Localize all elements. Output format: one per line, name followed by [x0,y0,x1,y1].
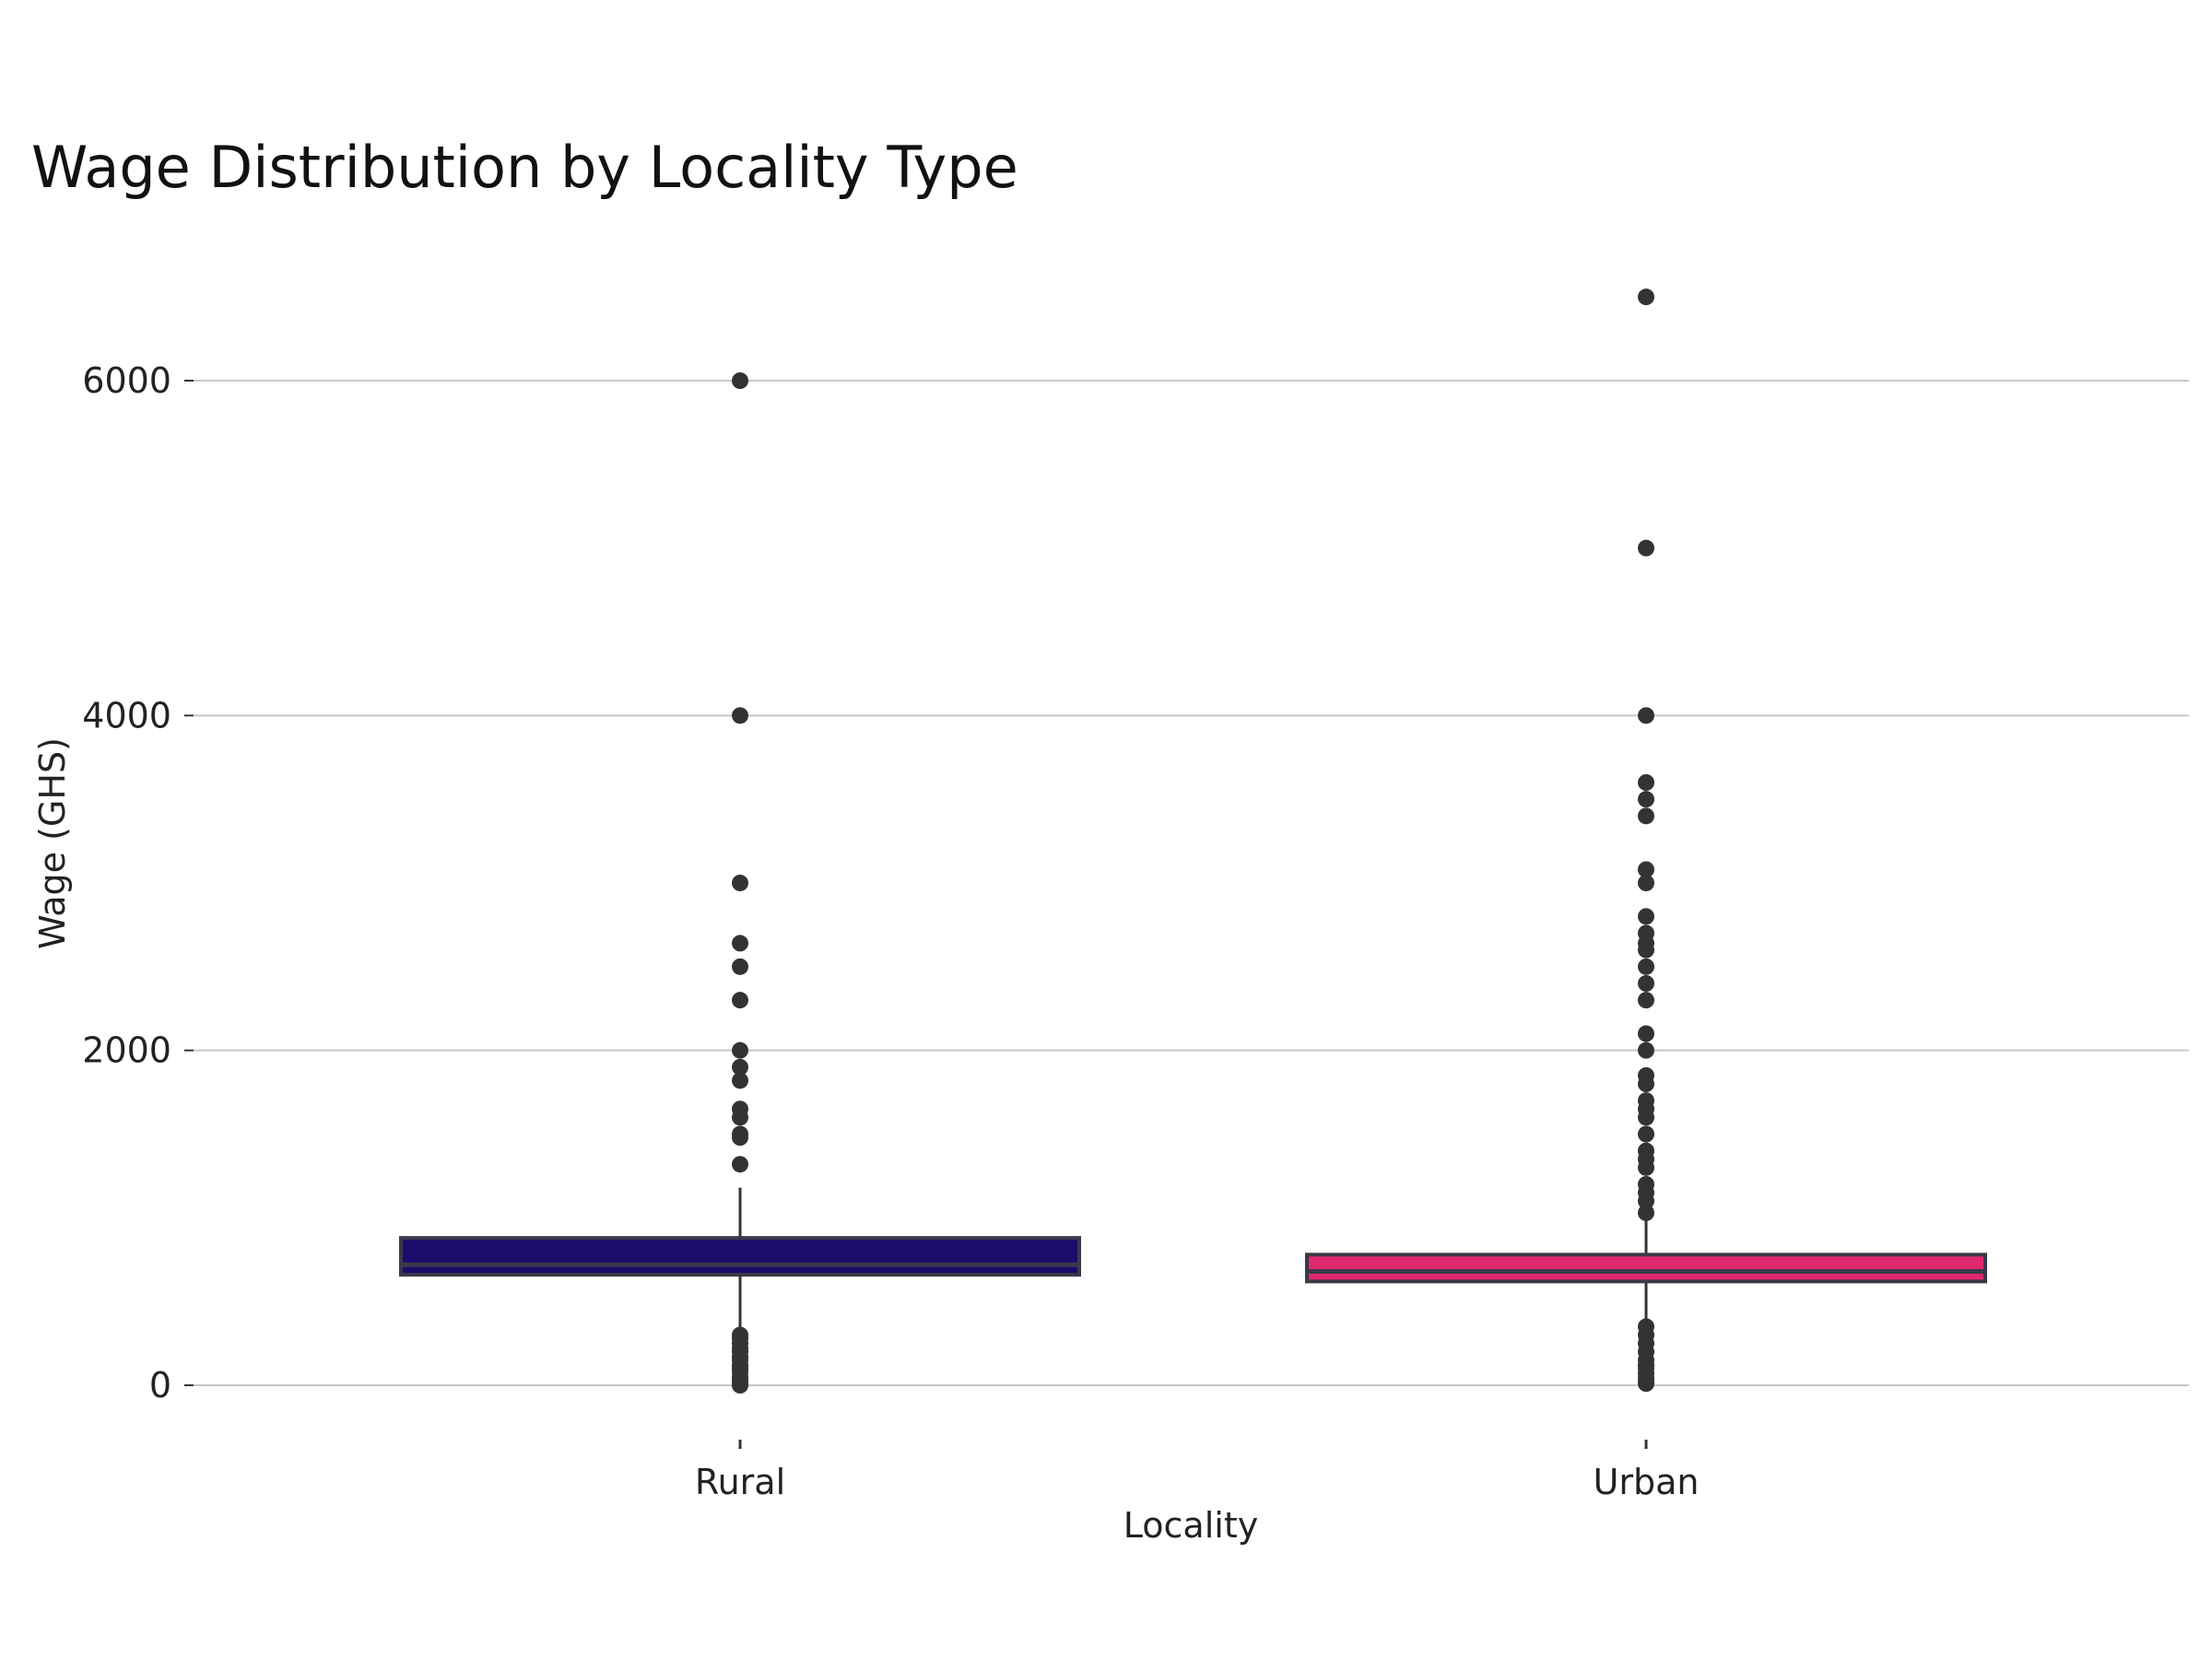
y-tick-label: 0 [149,1365,171,1406]
outlier-point [1638,1041,1654,1059]
x-axis-label: Locality [1124,1505,1258,1546]
outlier-point [1638,941,1654,959]
outlier-point [1638,861,1654,878]
outlier-point [1638,908,1654,925]
outlier-point [732,1072,748,1089]
y-tick-label: 4000 [82,695,171,735]
x-tick-label: Urban [1594,1462,1700,1502]
outlier-point [732,1041,748,1059]
outlier-point [732,372,748,389]
x-axis: Rural Urban [695,1440,1700,1502]
outlier-point [732,935,748,952]
outlier-point [1638,875,1654,891]
outlier-point [1638,1025,1654,1042]
outlier-point [732,1129,748,1147]
outlier-point [1638,539,1654,557]
y-tick-label: 6000 [82,360,171,401]
y-tick-label: 2000 [82,1030,171,1071]
outlier-point [1638,288,1654,306]
outlier-point [732,1109,748,1126]
outlier-point [1638,958,1654,975]
y-axis-label: Wage (GHS) [32,737,73,949]
outlier-point [732,707,748,724]
outlier-point [1638,1375,1654,1393]
outlier-point [732,958,748,975]
outlier-point [1638,975,1654,992]
outlier-point [1638,791,1654,808]
iqr-box [1305,1253,1987,1284]
box-rural [399,372,1081,1394]
outlier-point [1638,1109,1654,1126]
outlier-point [1638,807,1654,825]
outlier-point [732,875,748,891]
outlier-point [1638,707,1654,724]
box-urban [1305,288,1987,1393]
x-tick-label: Rural [695,1462,785,1502]
outlier-point [1638,1193,1654,1210]
outlier-point [732,992,748,1009]
iqr-box [399,1236,1081,1277]
outlier-point [1638,1125,1654,1143]
outlier-point [732,1156,748,1173]
outlier-point [1638,774,1654,791]
outlier-point [732,1058,748,1076]
outlier-point [1638,1159,1654,1176]
chart-title: Wage Distribution by Locality Type [31,134,1018,201]
outlier-point [1638,992,1654,1009]
gridlines [194,380,2189,1386]
outlier-point [732,1377,748,1394]
y-axis: 0 2000 4000 6000 [82,360,194,1406]
outlier-point [1638,1204,1654,1221]
plot-area [399,288,1987,1394]
outlier-point [1638,1076,1654,1092]
